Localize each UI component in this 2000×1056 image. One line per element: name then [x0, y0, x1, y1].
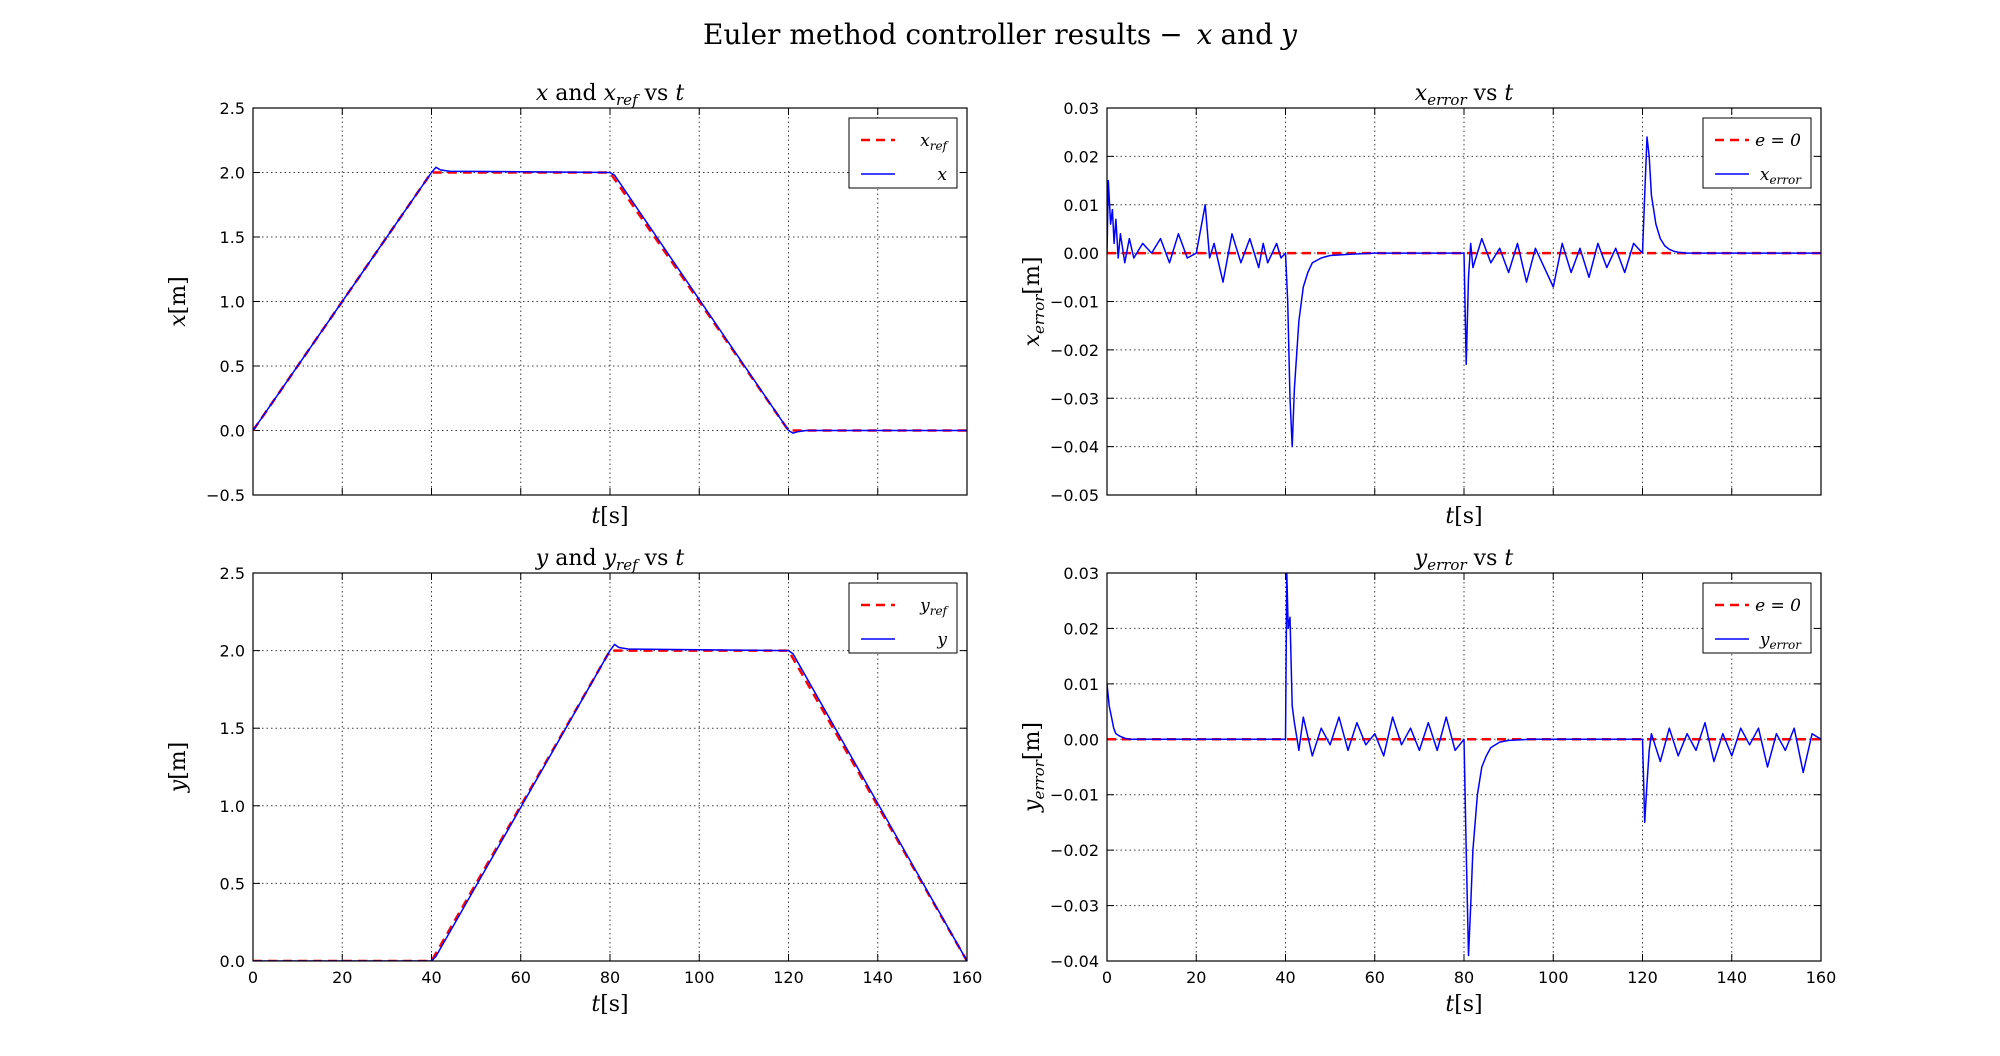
y-tick-label: 0.0 [220, 422, 245, 441]
chart-panel-1: −0.5 0.0 0.5 1.0 1.5 2.0 2.5 x and xref vs t t[s… [166, 81, 968, 529]
y-axis-label: y[m] [166, 742, 191, 793]
y-tick-label: −0.05 [1050, 486, 1099, 505]
x-axis-label: t[s] [591, 504, 628, 529]
y-tick-label: 0.00 [1063, 244, 1099, 263]
axis-ticks [1106, 572, 1822, 962]
plot-frame [1106, 572, 1822, 962]
y-axis-label: yerror[m] [1020, 722, 1048, 813]
x-tick-label: 0 [248, 968, 258, 987]
series-group [1107, 136, 1821, 448]
series-line-y-error [1107, 573, 1821, 957]
plot-frame [1106, 107, 1822, 496]
x-tick-label: 100 [1538, 968, 1569, 987]
y-tick-label: 1.5 [220, 719, 245, 738]
x-tick-label: 60 [1365, 968, 1385, 987]
legend-box [848, 582, 958, 654]
y-axis-label: xerror[m] [1020, 257, 1048, 347]
y-tick-label: 2.0 [220, 642, 245, 661]
x-tick-label: 120 [773, 968, 804, 987]
x-tick-label: 80 [600, 968, 620, 987]
y-tick-label: 0.01 [1063, 675, 1099, 694]
legend-label-y-error: yerror [1759, 630, 1802, 652]
x-tick-label: 120 [1627, 968, 1658, 987]
y-tick-label: 0.02 [1063, 619, 1099, 638]
y-tick-label: 1.0 [220, 293, 245, 312]
y-tick-label: −0.01 [1050, 293, 1099, 312]
y-tick-label: 0.03 [1063, 564, 1099, 583]
x-tick-label: 160 [952, 968, 983, 987]
figure-suptitle: Euler method controller results − x and y [703, 18, 1298, 51]
x-tick-label: 20 [1186, 968, 1206, 987]
y-tick-label: 0.5 [220, 874, 245, 893]
legend-box [848, 117, 958, 189]
legend-label-x: x [937, 165, 947, 185]
chart-panel-3: 0.0 0.5 1.0 1.5 2.0 2.5 0 20 40 60 80 100 120 140 160 y… [166, 546, 982, 1017]
series-group [253, 166, 967, 434]
legend: yref y [848, 582, 958, 654]
y-tick-label: −0.04 [1050, 438, 1099, 457]
y-tick-label: −0.02 [1050, 341, 1099, 360]
series-line-x-error [1107, 136, 1821, 448]
x-tick-label: 140 [862, 968, 893, 987]
series-line-y [253, 643, 967, 961]
y-tick-label: 0.03 [1063, 99, 1099, 118]
legend-label-e-0: e = 0 [1755, 596, 1801, 616]
legend-label-y-ref: yref [919, 596, 949, 618]
legend: e = 0 yerror [1702, 582, 1812, 654]
y-tick-label: 1.0 [220, 797, 245, 816]
x-tick-label: 60 [511, 968, 531, 987]
series-group [253, 643, 967, 961]
legend: xref x [848, 117, 958, 189]
x-tick-label: 160 [1806, 968, 1837, 987]
y-tick-label: −0.01 [1050, 786, 1099, 805]
x-tick-label: 80 [1454, 968, 1474, 987]
x-tick-label: 100 [684, 968, 715, 987]
x-tick-label: 20 [332, 968, 352, 987]
legend-label-y: y [936, 630, 947, 650]
x-axis-label: t[s] [1445, 504, 1482, 529]
y-tick-label: 0.5 [220, 357, 245, 376]
plot-frame [252, 572, 968, 962]
y-tick-label: −0.03 [1050, 897, 1099, 916]
x-tick-label: 40 [421, 968, 441, 987]
y-tick-label: 0.01 [1063, 196, 1099, 215]
x-tick-label: 140 [1716, 968, 1747, 987]
legend-box [1702, 117, 1812, 189]
x-axis-label: t[s] [591, 992, 628, 1017]
legend: e = 0 xerror [1702, 117, 1812, 189]
y-tick-label: −0.03 [1050, 389, 1099, 408]
y-tick-label: 1.5 [220, 228, 245, 247]
legend-box [1702, 582, 1812, 654]
series-group [1107, 573, 1821, 957]
chart-title: x and xref vs t [536, 81, 685, 109]
x-axis-label: t[s] [1445, 992, 1482, 1017]
chart-panel-2: −0.05 −0.04 −0.03 −0.02 −0.01 0.00 0.01 0.02 0.0… [1020, 81, 1822, 529]
y-tick-label: −0.5 [206, 486, 245, 505]
y-axis-label: x[m] [166, 276, 191, 326]
chart-panel-4: −0.04 −0.03 −0.02 −0.01 0.00 0.01 0.02 0.03 0 20 4… [1020, 546, 1836, 1017]
chart-title: xerror vs t [1415, 81, 1514, 109]
chart-title: y and yref vs t [535, 546, 685, 574]
legend-label-e-0: e = 0 [1755, 131, 1801, 151]
y-tick-label: 2.5 [220, 564, 245, 583]
legend-label-x-error: xerror [1760, 165, 1802, 187]
y-tick-label: 0.02 [1063, 147, 1099, 166]
y-tick-label: −0.04 [1050, 952, 1099, 971]
y-tick-label: 0.0 [220, 952, 245, 971]
y-tick-label: 2.0 [220, 164, 245, 183]
y-tick-label: −0.02 [1050, 841, 1099, 860]
y-tick-label: 2.5 [220, 99, 245, 118]
y-tick-label: 0.00 [1063, 730, 1099, 749]
plot-frame [252, 107, 968, 496]
x-tick-label: 0 [1102, 968, 1112, 987]
chart-title: yerror vs t [1414, 546, 1514, 574]
series-line-x [253, 166, 967, 434]
legend-label-x-ref: xref [920, 131, 949, 153]
x-tick-label: 40 [1275, 968, 1295, 987]
